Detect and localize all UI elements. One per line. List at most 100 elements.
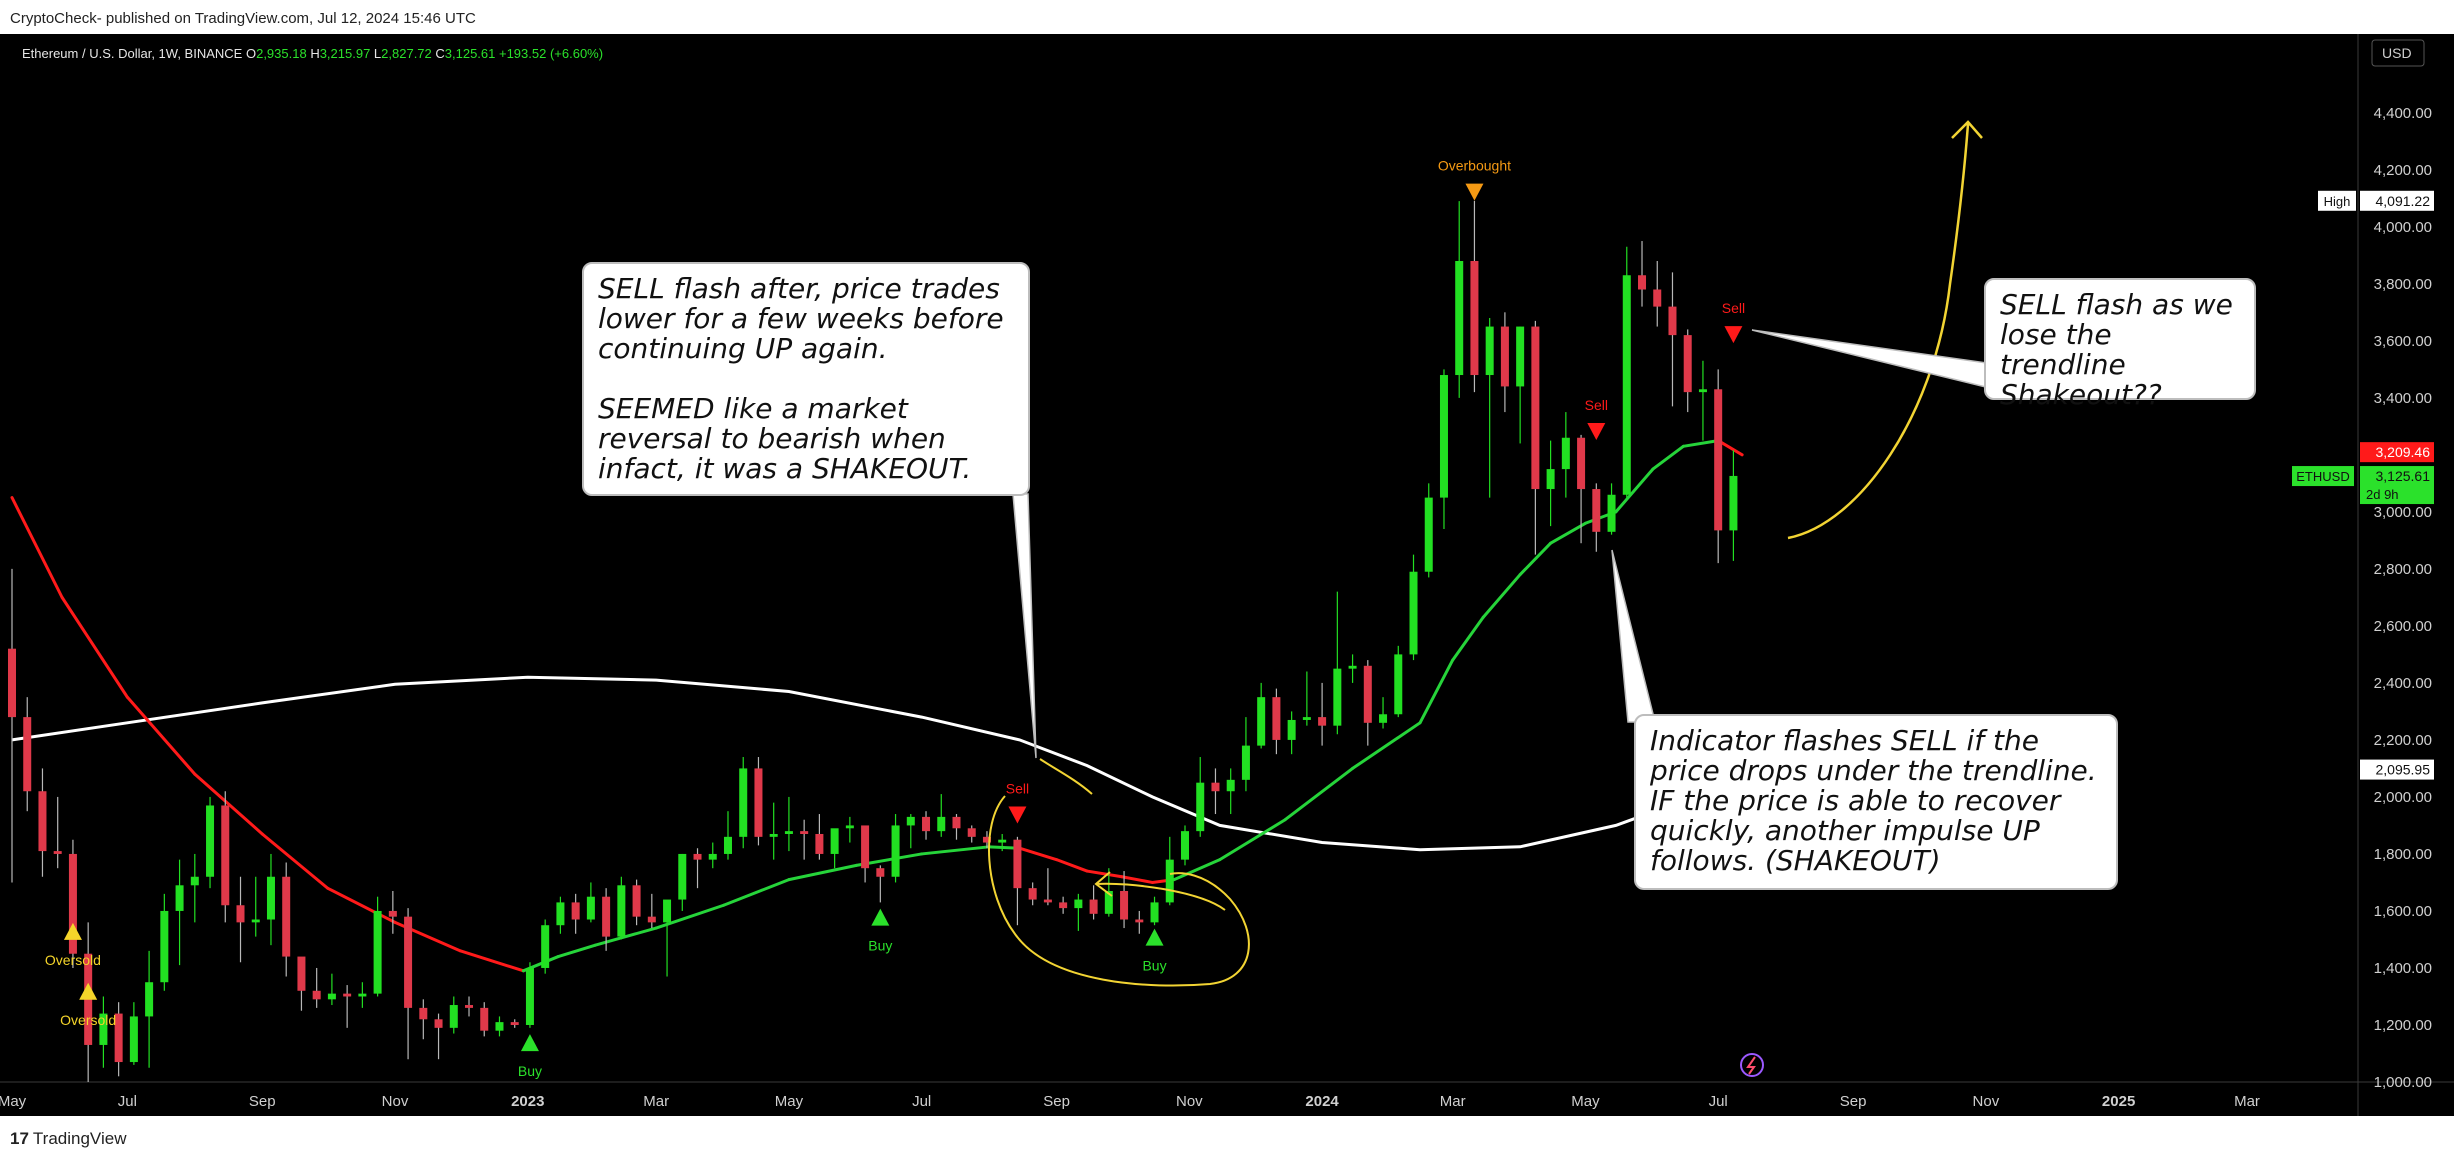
candle-body	[952, 816, 961, 829]
price-chart[interactable]: USD 1,000.00 1,200.00 1,400.00 1,600.00 1,800…	[0, 34, 2454, 1116]
trendline-segment	[1351, 721, 1422, 770]
publisher-credit: CryptoCheck- published on TradingView.co…	[10, 10, 476, 27]
candle-body	[998, 839, 1007, 843]
candle-body	[1683, 335, 1692, 393]
y-tick-label: 3,400.00	[2374, 390, 2432, 407]
candle-body	[663, 899, 672, 923]
x-tick-label: 2025	[2102, 1093, 2135, 1110]
trendline-segment	[1283, 766, 1355, 822]
tradingview-brand: TradingView	[32, 1129, 127, 1148]
candle-body	[1028, 888, 1037, 900]
symbol-tag-box	[2292, 466, 2354, 487]
y-tick-label: 1,400.00	[2374, 960, 2432, 977]
high-tag: High	[2324, 194, 2351, 209]
candle-body	[114, 1013, 123, 1063]
trendline-segment	[193, 772, 264, 836]
candle-body	[266, 876, 275, 920]
candle-body	[373, 910, 382, 994]
trendline-segment	[593, 926, 658, 947]
candle-body	[906, 816, 915, 826]
trendline-segment	[556, 943, 597, 959]
x-tick-label: Mar	[2234, 1093, 2260, 1110]
candle-body	[1714, 389, 1723, 531]
signal-label-sell: Sell	[1722, 300, 1745, 316]
candle-body	[175, 885, 184, 911]
x-tick-label: Nov	[1973, 1093, 2000, 1110]
trendline-segment	[920, 845, 991, 856]
y-tick-label: 3,800.00	[2374, 276, 2432, 293]
candle-body	[1577, 437, 1586, 490]
candle-body	[678, 853, 687, 900]
candle-body	[861, 825, 870, 869]
x-tick-label: 2024	[1305, 1093, 1339, 1110]
candle-body	[769, 833, 778, 837]
candle-body	[876, 868, 885, 877]
legend-change: +193.52 (+6.60%)	[499, 46, 603, 61]
candle-body	[1043, 899, 1052, 903]
candle-body	[8, 648, 16, 718]
candle-body	[160, 910, 169, 983]
y-tick-label: 4,400.00	[2374, 105, 2432, 122]
candle-body	[1622, 275, 1631, 495]
candle-body	[1333, 668, 1342, 726]
high-value-box	[2360, 190, 2434, 211]
candle-body	[68, 853, 77, 954]
candle-body	[1241, 745, 1250, 780]
candle-body	[480, 1007, 489, 1031]
legend-symbol: Ethereum / U.S. Dollar, 1W, BINANCE	[22, 46, 246, 61]
trendline-segment	[1055, 858, 1089, 873]
candle-body	[845, 825, 854, 829]
candle-body	[693, 853, 702, 860]
trendline-segment	[787, 863, 858, 882]
y-tick-label: 2,800.00	[2374, 561, 2432, 578]
candle-body	[1546, 469, 1555, 490]
candle-body	[602, 896, 611, 937]
x-tick-label: Sep	[249, 1093, 276, 1110]
trendline-segment	[1518, 541, 1553, 577]
candle-body	[571, 902, 580, 920]
signal-marker-sell	[1724, 326, 1743, 344]
candle-body	[1272, 697, 1281, 740]
candle-body	[1516, 326, 1525, 387]
sell-circle-drawing	[1039, 758, 1093, 795]
candle-body	[282, 876, 291, 957]
trendline-segment	[1614, 467, 1655, 514]
annotation-box-indicator-rule: Indicator flashes SELL if the price drop…	[1634, 714, 2118, 890]
candle-body	[1500, 326, 1509, 387]
ohlc-legend: Ethereum / U.S. Dollar, 1W, BINANCE O2,9…	[22, 46, 603, 61]
trendline-segment	[1549, 521, 1587, 545]
trendline-segment	[260, 832, 330, 890]
alert-bolt-glyph	[1746, 1056, 1756, 1075]
ma-value: 2,095.95	[2376, 762, 2431, 778]
candle-body	[1531, 326, 1540, 490]
candle-body	[1059, 902, 1068, 909]
x-tick-label: Jul	[118, 1093, 137, 1110]
candle-body	[1196, 782, 1205, 832]
bar-countdown: 2d 9h	[2366, 487, 2399, 502]
signal-label-oversold: Oversold	[60, 1012, 116, 1028]
candle-body	[1698, 389, 1707, 393]
candle-body	[937, 816, 946, 832]
candle-body	[1485, 326, 1494, 376]
trendline-segment	[1120, 875, 1154, 884]
candle-body	[891, 825, 900, 877]
legend-high-value: 3,215.97	[320, 46, 374, 61]
candle-body	[236, 905, 245, 923]
trendline-segment	[1418, 658, 1455, 725]
candle-body	[327, 993, 336, 1000]
candle-body	[190, 876, 199, 886]
x-tick-label: 2023	[511, 1093, 544, 1110]
projection-up-arrow-drawing	[1787, 120, 1983, 540]
trendline-segment	[1085, 869, 1124, 879]
tradingview-logo-icon: 17	[10, 1129, 29, 1148]
candle-body	[586, 896, 595, 920]
chart-area[interactable]: USD 1,000.00 1,200.00 1,400.00 1,600.00 1,800…	[0, 34, 2454, 1116]
candle-body	[1211, 782, 1220, 792]
alert-bolt-icon	[1740, 1053, 1764, 1077]
legend-close-value: 3,125.61	[445, 46, 499, 61]
y-tick-label: 3,000.00	[2374, 504, 2432, 521]
candle-body	[1470, 260, 1479, 376]
candle-body	[145, 982, 154, 1017]
candle-body	[1379, 714, 1388, 723]
trendline-segment	[1218, 818, 1287, 862]
